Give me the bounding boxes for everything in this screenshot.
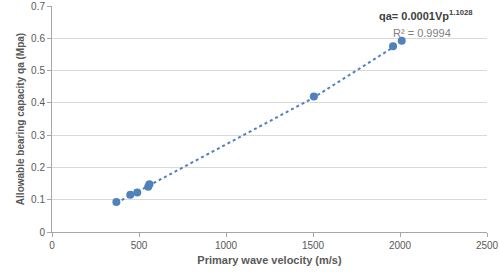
svg-text:0.6: 0.6 — [31, 33, 45, 44]
svg-text:0.5: 0.5 — [31, 65, 45, 76]
svg-text:0.3: 0.3 — [31, 130, 45, 141]
svg-text:0: 0 — [49, 240, 55, 251]
svg-text:1500: 1500 — [302, 240, 325, 251]
svg-text:500: 500 — [131, 240, 148, 251]
svg-text:0: 0 — [39, 227, 45, 238]
svg-text:2000: 2000 — [389, 240, 412, 251]
svg-text:R² = 0.9994: R² = 0.9994 — [393, 27, 451, 39]
svg-text:qa= 0.0001Vp​1.1028​: qa= 0.0001Vp​1.1028​ — [379, 8, 473, 22]
svg-text:1000: 1000 — [215, 240, 238, 251]
svg-text:0.1: 0.1 — [31, 194, 45, 205]
svg-text:Primary wave velocity (m/s): Primary wave velocity (m/s) — [197, 254, 342, 266]
svg-text:2500: 2500 — [476, 240, 499, 251]
svg-text:Allowable bearing capacity qa: Allowable bearing capacity qa (Mpa) — [15, 33, 26, 205]
svg-text:0.4: 0.4 — [31, 97, 45, 108]
svg-text:0.2: 0.2 — [31, 162, 45, 173]
svg-text:0.7: 0.7 — [31, 1, 45, 12]
